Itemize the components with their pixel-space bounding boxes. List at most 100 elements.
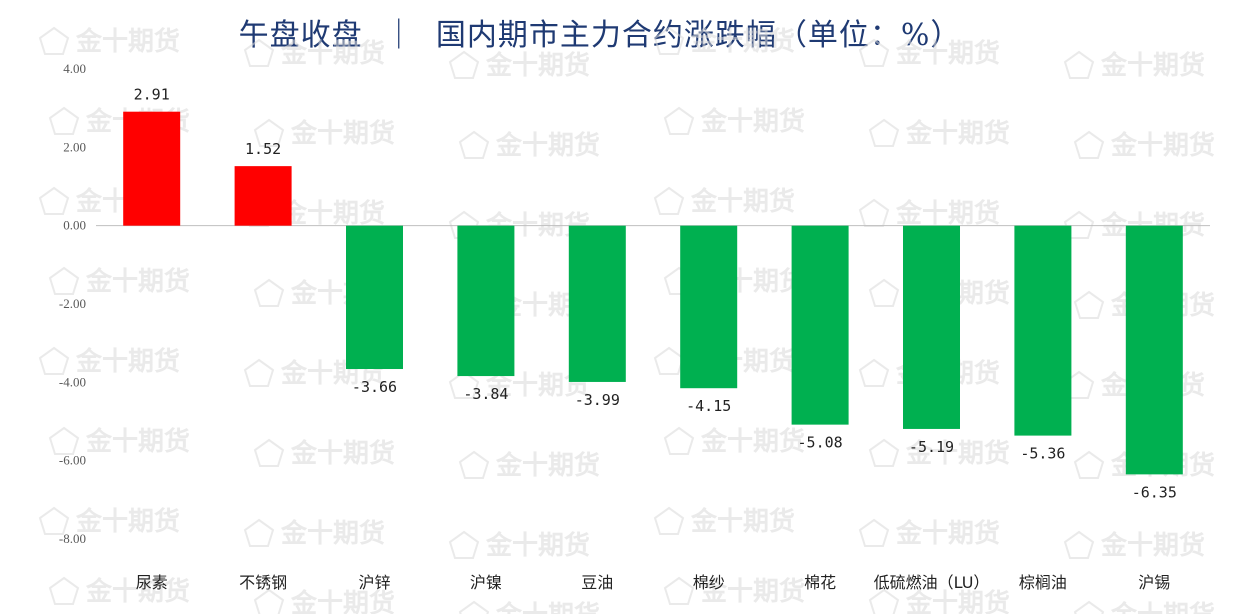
watermark: 金十期货 [858,38,1000,69]
watermark: 金十期货 [48,266,190,297]
watermark-text: 金十期货 [75,26,180,57]
category-label: 低硫燃油（LU） [874,573,990,592]
category-label: 棉花 [804,573,836,592]
watermark: 金十期货 [38,346,180,377]
pentagon-logo-icon [48,426,80,455]
pentagon-logo-icon [858,518,890,547]
pentagon-logo-icon [868,118,900,147]
watermark: 金十期货 [458,130,600,161]
watermark-text: 金十期货 [700,576,805,607]
watermark-text: 金十期货 [700,426,805,457]
pentagon-logo-icon [243,38,275,67]
watermark-text: 金十期货 [280,198,385,229]
pentagon-logo-icon [448,370,480,399]
pentagon-logo-icon [1073,600,1105,614]
pentagon-logo-icon [458,130,490,159]
watermark-text: 金十期货 [495,130,600,161]
pentagon-logo-icon [448,530,480,559]
watermark-text: 金十期货 [290,588,395,614]
data-labels: 2.91 1.52 -3.66 -3.84 -3.99 -4.15 -5.08 -5.19 -5… [134,86,1177,502]
watermark-text: 金十期货 [485,530,590,561]
watermark: 金十期货 [663,106,805,137]
bar [903,225,960,429]
data-label: 2.91 [134,86,170,104]
watermark: 金十期货 [243,38,385,69]
y-tick-label: 0.00 [63,218,86,233]
watermark: 金十期货 [38,26,180,57]
category-label: 沪锡 [1138,573,1170,592]
pentagon-logo-icon [48,266,80,295]
watermark: 金十期货 [458,600,600,614]
y-tick-label: 4.00 [63,61,86,76]
watermark: 金十期货 [1073,130,1215,161]
pentagon-logo-icon [858,198,890,227]
category-labels: 尿素 不锈钢 沪锌 沪镍 豆油 棉纱 棉花 低硫燃油（LU） 棕榈油 沪锡 [136,573,1171,592]
pentagon-logo-icon [448,50,480,79]
pentagon-logo-icon [858,38,890,67]
watermark: 金十期货 [243,518,385,549]
watermark-text: 金十期货 [895,198,1000,229]
watermark-text: 金十期货 [85,426,190,457]
watermark-text: 金十期货 [905,588,1010,614]
watermark-text: 金十期货 [495,450,600,481]
category-label: 棉纱 [693,573,725,592]
y-tick-label: -4.00 [59,374,86,389]
pentagon-logo-icon [1063,210,1095,239]
bar [123,111,181,226]
bar [680,225,738,389]
watermark-text: 金十期货 [895,38,1000,69]
watermark: 金十期货 [868,118,1010,149]
watermark: 金十期货 [253,118,395,149]
bar [568,225,626,382]
watermark: 金十期货 [448,50,590,81]
watermark: 金十期货 [653,506,795,537]
category-label: 沪锌 [358,573,390,592]
pentagon-logo-icon [253,278,285,307]
pentagon-logo-icon [48,576,80,605]
data-label: -5.36 [1020,445,1065,463]
pentagon-logo-icon [243,518,275,547]
watermark: 金十期货 [653,186,795,217]
watermark-text: 金十期货 [85,576,190,607]
watermark: 金十期货 [38,506,180,537]
category-label: 尿素 [136,573,168,592]
watermark-text: 金十期货 [485,50,590,81]
watermark: 金十期货 [48,426,190,457]
pentagon-logo-icon [663,106,695,135]
category-label: 豆油 [581,573,613,592]
watermark-text: 金十期货 [895,518,1000,549]
pentagon-logo-icon [1073,290,1105,319]
y-tick-label: -6.00 [59,453,86,468]
pentagon-logo-icon [663,426,695,455]
watermark-text: 金十期货 [690,26,795,57]
pentagon-logo-icon [868,588,900,614]
bars [123,111,1183,475]
pentagon-logo-icon [653,506,685,535]
watermark: 金十期货 [1073,600,1215,614]
pentagon-logo-icon [858,358,890,387]
watermark-text: 金十期货 [75,346,180,377]
pentagon-logo-icon [243,358,275,387]
pentagon-logo-icon [663,576,695,605]
category-label: 不锈钢 [239,573,287,592]
watermark: 金十期货 [1063,530,1205,561]
bar [791,225,849,425]
pentagon-logo-icon [653,186,685,215]
watermark-text: 金十期货 [1110,600,1215,614]
pentagon-logo-icon [38,506,70,535]
pentagon-logo-icon [458,600,490,614]
pentagon-logo-icon [458,450,490,479]
pentagon-logo-icon [253,118,285,147]
watermark-text: 金十期货 [905,118,1010,149]
bar [234,166,292,226]
watermark: 金十期货 [868,438,1010,469]
y-tick-label: -8.00 [59,531,86,546]
watermark: 金十期货 [868,588,1010,614]
data-label: -5.08 [798,434,843,452]
bar [1014,225,1072,436]
pentagon-logo-icon [48,106,80,135]
watermark: 金十期货 [858,198,1000,229]
y-tick-label: 2.00 [63,139,86,154]
watermark: 金十期货 [48,576,190,607]
data-label: -3.84 [463,385,508,403]
